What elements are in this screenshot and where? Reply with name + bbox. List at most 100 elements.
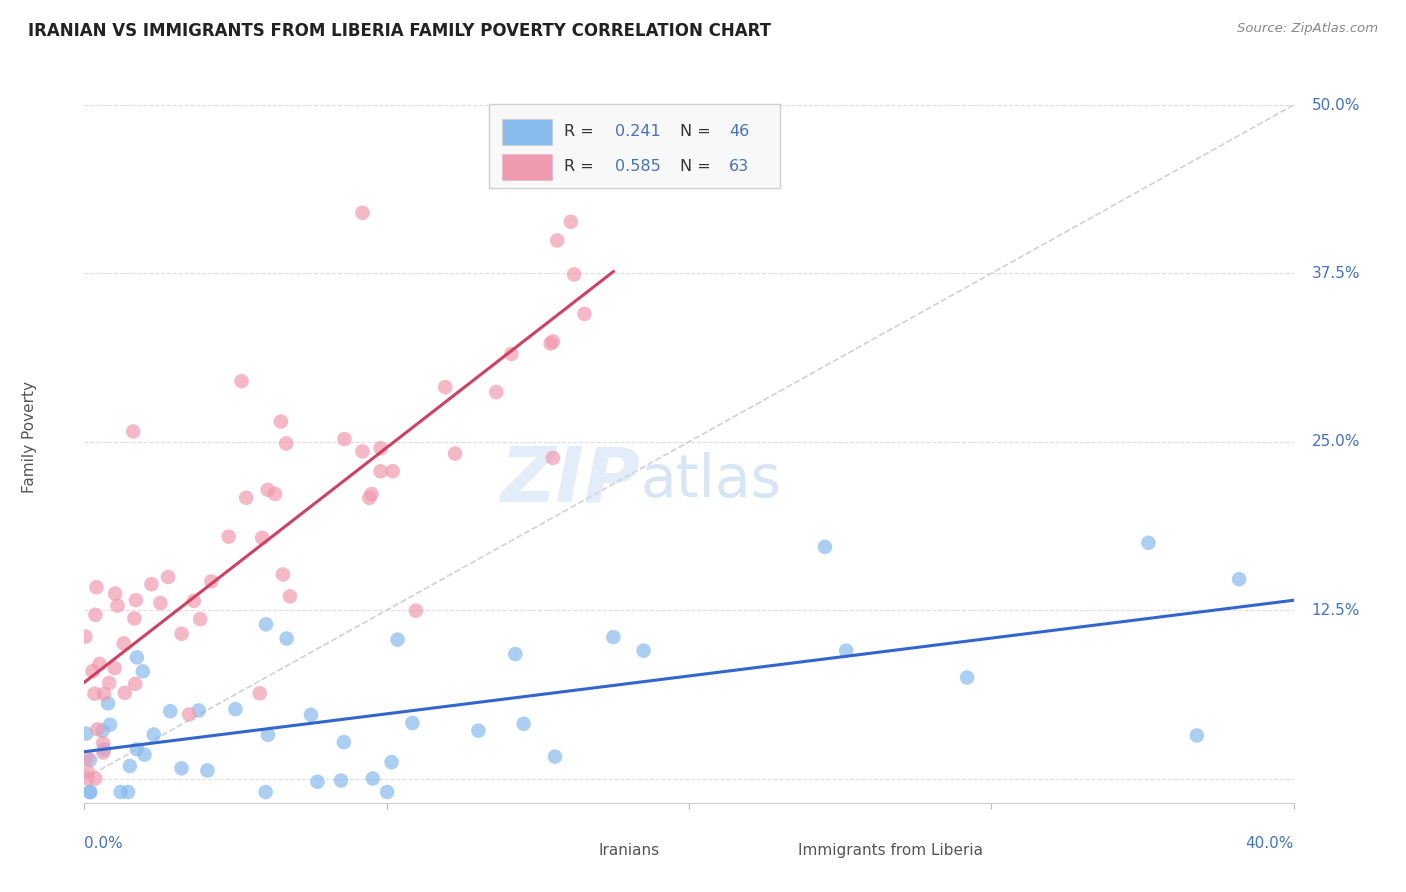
Point	[125, 650, 148, 665]
Text: 12.5%: 12.5%	[1312, 603, 1360, 617]
Point	[814, 540, 837, 554]
Point	[188, 612, 211, 626]
Point	[231, 374, 253, 388]
Point	[360, 487, 382, 501]
Point	[76, 764, 98, 779]
Point	[132, 665, 155, 679]
Point	[157, 570, 180, 584]
Point	[125, 593, 148, 607]
Point	[505, 647, 527, 661]
Text: 40.0%: 40.0%	[1246, 837, 1294, 852]
Text: R =: R =	[564, 159, 599, 174]
Point	[93, 742, 115, 756]
Text: 0.241: 0.241	[616, 124, 661, 139]
Point	[79, 753, 101, 767]
Point	[84, 607, 107, 622]
FancyBboxPatch shape	[742, 840, 793, 862]
Text: ZIP: ZIP	[501, 444, 641, 518]
Point	[84, 772, 107, 786]
Point	[544, 749, 567, 764]
Text: 37.5%: 37.5%	[1312, 266, 1360, 281]
Point	[124, 677, 146, 691]
Point	[159, 704, 181, 718]
Point	[134, 747, 156, 762]
Point	[256, 483, 278, 497]
Point	[218, 530, 240, 544]
Text: 63: 63	[728, 159, 749, 174]
Point	[141, 577, 163, 591]
Point	[149, 596, 172, 610]
Text: 46: 46	[728, 124, 749, 139]
Point	[142, 727, 165, 741]
Point	[299, 707, 322, 722]
Point	[75, 630, 97, 644]
Point	[333, 735, 356, 749]
Point	[104, 661, 127, 675]
Point	[1137, 536, 1160, 550]
Point	[200, 574, 222, 589]
Point	[560, 215, 582, 229]
Point	[546, 234, 568, 248]
Point	[467, 723, 489, 738]
FancyBboxPatch shape	[502, 119, 553, 145]
Point	[91, 723, 114, 738]
Point	[633, 643, 655, 657]
Text: 25.0%: 25.0%	[1312, 434, 1360, 450]
Point	[254, 617, 277, 632]
Point	[359, 491, 381, 505]
Text: Family Poverty: Family Poverty	[22, 381, 38, 493]
Point	[370, 442, 392, 456]
Point	[110, 785, 132, 799]
Point	[112, 636, 135, 650]
Point	[86, 580, 108, 594]
FancyBboxPatch shape	[489, 104, 779, 188]
Point	[574, 307, 596, 321]
Point	[77, 772, 100, 786]
Point	[98, 718, 121, 732]
Text: 50.0%: 50.0%	[1312, 97, 1360, 112]
Point	[361, 772, 384, 786]
Text: R =: R =	[564, 124, 599, 139]
Point	[401, 716, 423, 731]
Point	[387, 632, 409, 647]
Point	[235, 491, 257, 505]
Point	[122, 425, 145, 439]
Point	[250, 531, 273, 545]
Point	[501, 347, 523, 361]
Point	[541, 334, 564, 349]
Point	[83, 687, 105, 701]
Point	[75, 726, 97, 740]
Point	[541, 450, 564, 465]
Point	[79, 785, 101, 799]
Point	[91, 736, 114, 750]
Point	[602, 630, 624, 644]
Point	[375, 785, 398, 799]
Point	[254, 785, 277, 799]
Text: IRANIAN VS IMMIGRANTS FROM LIBERIA FAMILY POVERTY CORRELATION CHART: IRANIAN VS IMMIGRANTS FROM LIBERIA FAMIL…	[28, 22, 770, 40]
Point	[405, 604, 427, 618]
Text: atlas: atlas	[641, 452, 782, 509]
Point	[380, 755, 402, 769]
Point	[89, 657, 111, 671]
Point	[97, 697, 120, 711]
Point	[444, 446, 467, 460]
Point	[512, 716, 534, 731]
Point	[485, 385, 508, 400]
Point	[562, 268, 585, 282]
Point	[91, 746, 114, 760]
Point	[249, 686, 271, 700]
Point	[264, 487, 287, 501]
Text: N =: N =	[681, 124, 716, 139]
Point	[352, 444, 374, 458]
Text: 0.0%: 0.0%	[84, 837, 124, 852]
Point	[125, 742, 148, 756]
Point	[183, 594, 205, 608]
Point	[257, 728, 280, 742]
Point	[107, 599, 129, 613]
Point	[835, 643, 858, 657]
Point	[98, 676, 121, 690]
Point	[1185, 728, 1208, 742]
Point	[76, 750, 98, 764]
Point	[278, 590, 301, 604]
Point	[117, 785, 139, 799]
